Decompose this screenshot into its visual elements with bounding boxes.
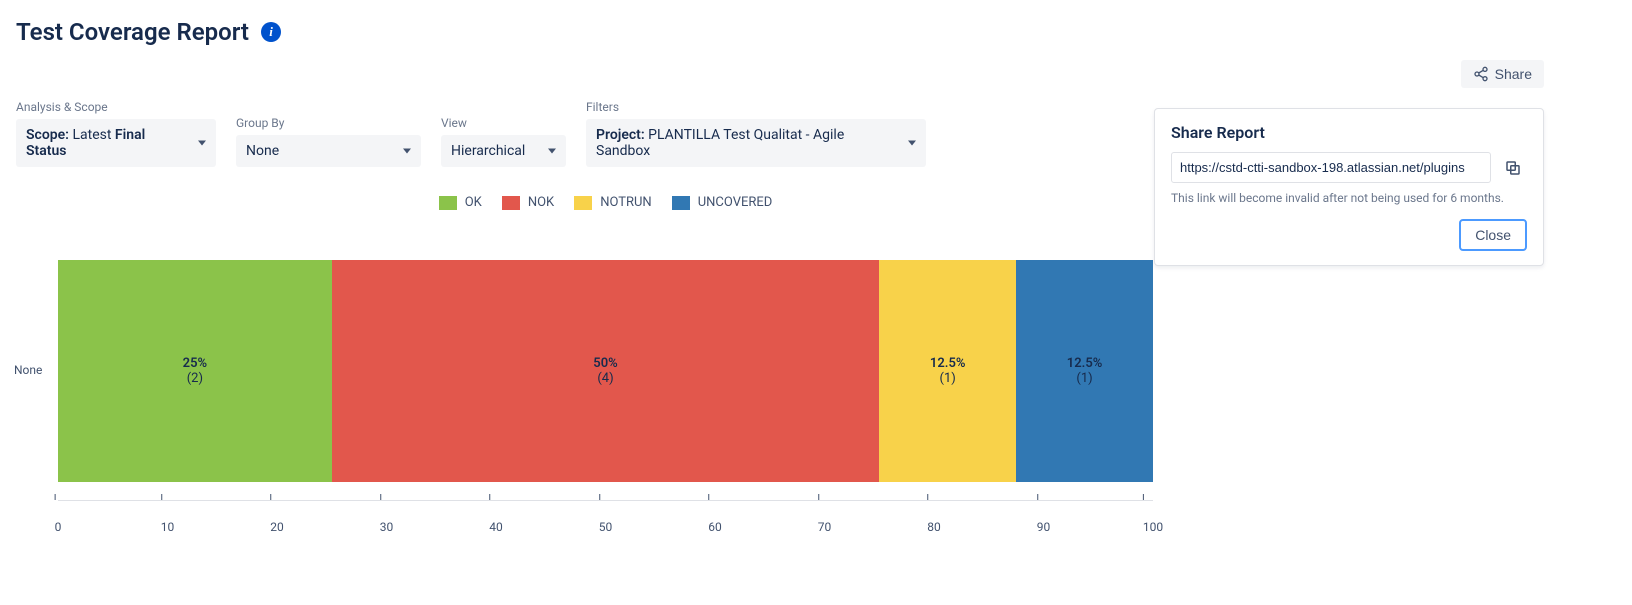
x-axis-line <box>58 500 1153 501</box>
share-panel-title: Share Report <box>1171 123 1527 142</box>
filters-select[interactable]: Project: PLANTILLA Test Qualitat - Agile… <box>586 119 926 167</box>
y-axis-category: None <box>14 363 42 377</box>
segment-percent: 50% <box>593 356 617 371</box>
x-tick: 60 <box>708 520 722 534</box>
scope-select[interactable]: Scope: Latest Final Status <box>16 119 216 167</box>
chevron-down-icon <box>548 149 556 154</box>
share-url-input[interactable] <box>1171 152 1491 183</box>
legend-swatch <box>502 196 520 210</box>
x-tick: 70 <box>818 520 832 534</box>
legend-label: UNCOVERED <box>698 195 773 210</box>
chart-legend: OK NOK NOTRUN UNCOVERED <box>58 195 1153 210</box>
legend-swatch <box>672 196 690 210</box>
copy-button[interactable] <box>1499 154 1527 182</box>
share-button-label: Share <box>1495 66 1532 82</box>
x-tick: 10 <box>161 520 175 534</box>
legend-swatch <box>574 196 592 210</box>
x-tick: 100 <box>1143 520 1163 534</box>
x-tick: 50 <box>599 520 613 534</box>
share-icon <box>1473 66 1489 82</box>
chevron-down-icon <box>403 149 411 154</box>
view-label: View <box>441 116 566 130</box>
bar-segment[interactable]: 12.5%(1) <box>879 260 1016 482</box>
segment-percent: 12.5% <box>930 356 966 371</box>
info-icon[interactable]: i <box>261 22 281 42</box>
segment-percent: 12.5% <box>1067 356 1103 371</box>
x-tick: 90 <box>1037 520 1051 534</box>
chevron-down-icon <box>198 141 206 146</box>
segment-count: (2) <box>187 371 203 386</box>
bar-segment[interactable]: 50%(4) <box>332 260 880 482</box>
legend-label: NOK <box>528 195 554 210</box>
x-tick: 30 <box>380 520 394 534</box>
segment-count: (1) <box>940 371 956 386</box>
legend-item[interactable]: NOK <box>502 195 554 210</box>
legend-label: NOTRUN <box>600 195 652 210</box>
segment-percent: 25% <box>183 356 207 371</box>
analysis-scope-label: Analysis & Scope <box>16 100 216 114</box>
stacked-bar: 25%(2)50%(4)12.5%(1)12.5%(1) <box>58 260 1153 482</box>
filters-label: Filters <box>586 100 926 114</box>
group-by-label: Group By <box>236 116 421 130</box>
view-select[interactable]: Hierarchical <box>441 135 566 167</box>
bar-segment[interactable]: 12.5%(1) <box>1016 260 1153 482</box>
x-axis: 0102030405060708090100 <box>58 520 1153 550</box>
page-title: Test Coverage Report <box>16 18 249 46</box>
chevron-down-icon <box>908 141 916 146</box>
share-panel: Share Report This link will become inval… <box>1154 108 1544 266</box>
x-tick: 80 <box>927 520 941 534</box>
close-button[interactable]: Close <box>1459 219 1527 251</box>
x-tick: 0 <box>55 520 62 534</box>
legend-item[interactable]: NOTRUN <box>574 195 652 210</box>
copy-icon <box>1504 159 1522 177</box>
x-tick: 20 <box>270 520 284 534</box>
share-button[interactable]: Share <box>1461 60 1544 88</box>
legend-label: OK <box>465 195 482 210</box>
x-tick: 40 <box>489 520 503 534</box>
legend-item[interactable]: OK <box>439 195 482 210</box>
segment-count: (1) <box>1076 371 1092 386</box>
legend-item[interactable]: UNCOVERED <box>672 195 773 210</box>
share-note: This link will become invalid after not … <box>1171 191 1527 205</box>
legend-swatch <box>439 196 457 210</box>
segment-count: (4) <box>597 371 613 386</box>
group-by-select[interactable]: None <box>236 135 421 167</box>
coverage-chart: 25%(2)50%(4)12.5%(1)12.5%(1) <box>58 260 1153 482</box>
bar-segment[interactable]: 25%(2) <box>58 260 332 482</box>
